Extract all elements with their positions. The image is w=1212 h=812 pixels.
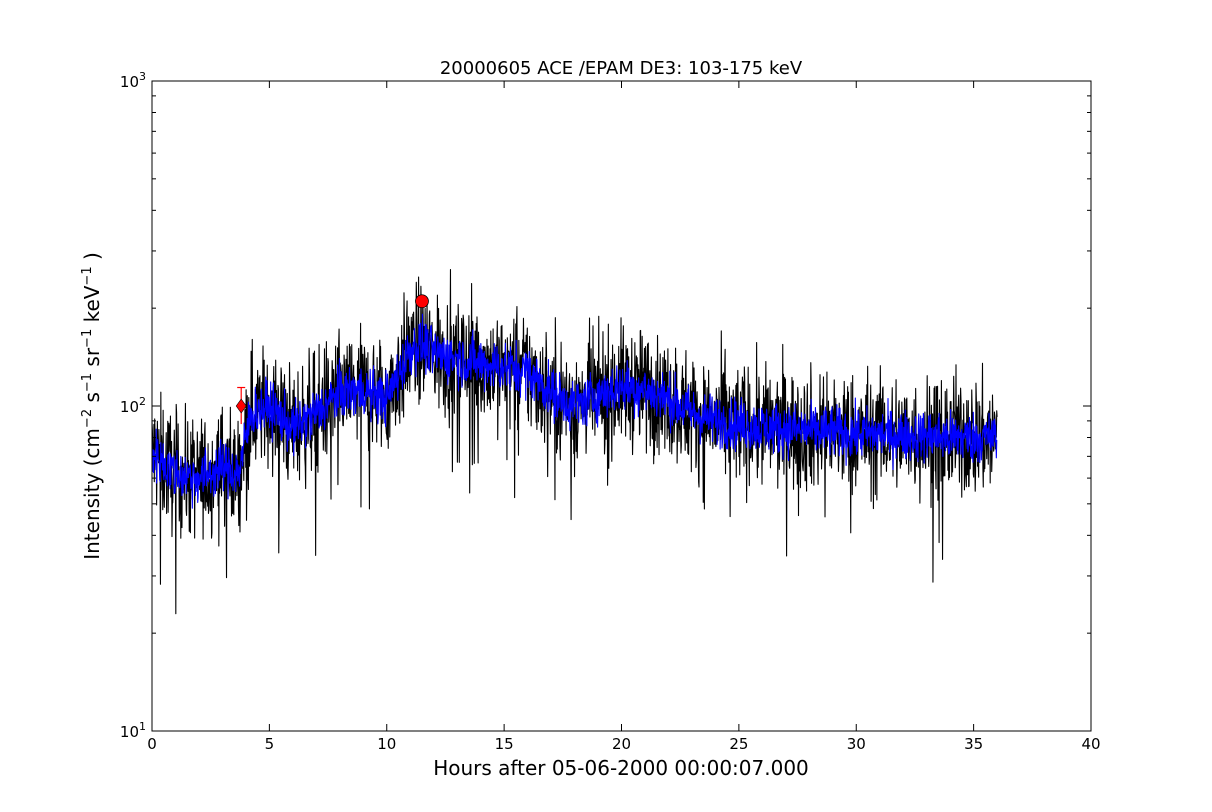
y-tick-label: 103 <box>120 70 146 91</box>
chart-title: 20000605 ACE /EPAM DE3: 103-175 keV <box>440 58 803 79</box>
peak-marker <box>415 294 429 309</box>
x-axis: 0 5 10 15 20 25 30 35 40 <box>147 81 1101 753</box>
markers-layer <box>235 294 429 425</box>
smoothed-intensity-line <box>152 313 998 509</box>
onset-marker <box>235 398 247 414</box>
y-axis-label: Intensity (cm−2 s−1 sr−1 keV−1 ) <box>80 252 104 560</box>
x-tick-label: 15 <box>495 735 514 753</box>
x-axis-label: Hours after 05-06-2000 00:00:07.000 <box>433 756 809 780</box>
x-tick-label: 5 <box>265 735 275 753</box>
y-tick-label: 101 <box>120 720 146 741</box>
x-tick-label: 40 <box>1081 735 1100 753</box>
y-tick-label: 102 <box>120 395 146 416</box>
x-tick-label: 30 <box>847 735 866 753</box>
y-axis: 101 102 103 <box>120 70 1091 741</box>
x-tick-label: 35 <box>964 735 983 753</box>
data-layer <box>152 269 998 615</box>
x-tick-label: 25 <box>729 735 748 753</box>
x-tick-label: 0 <box>147 735 157 753</box>
x-tick-label: 20 <box>612 735 631 753</box>
x-tick-label: 10 <box>377 735 396 753</box>
